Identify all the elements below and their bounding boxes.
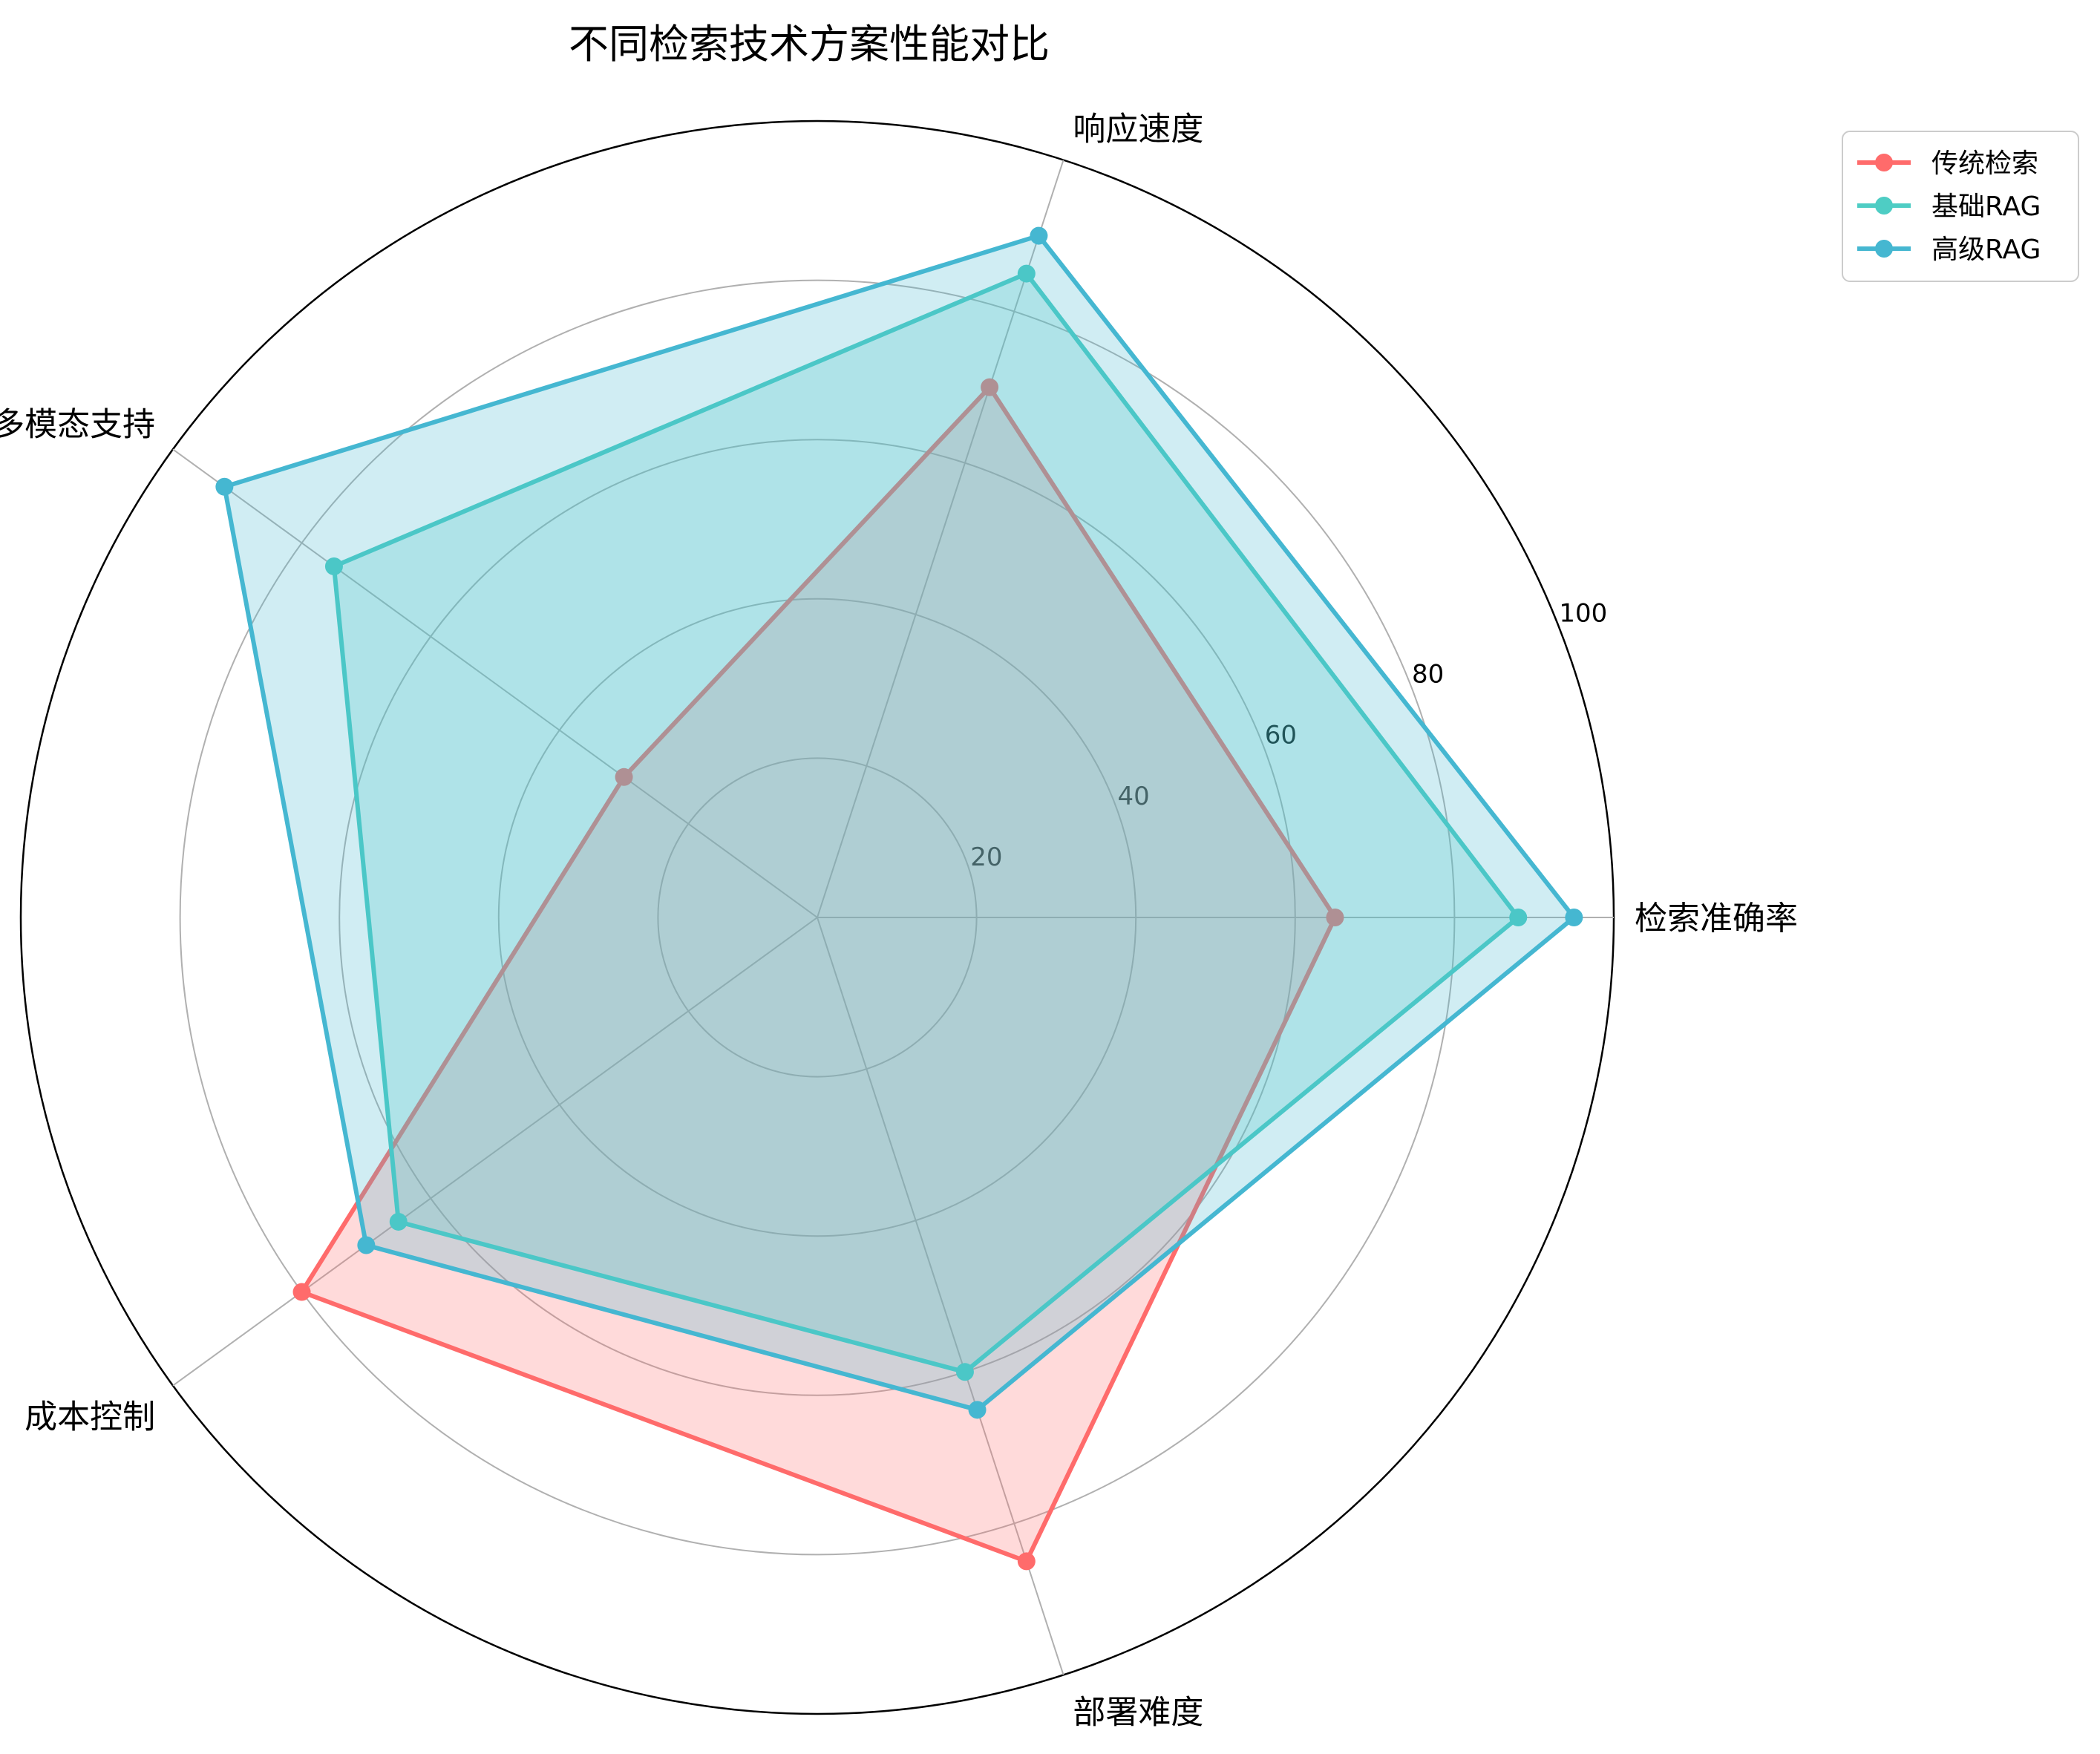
axis-label: 成本控制 xyxy=(24,1398,155,1436)
data-point xyxy=(292,1283,311,1301)
chart-title: 不同检索技术方案性能对比 xyxy=(569,21,1050,68)
legend-swatch-marker xyxy=(1875,197,1893,215)
data-point xyxy=(357,1236,376,1254)
data-point xyxy=(1017,1552,1036,1571)
data-point xyxy=(324,557,343,575)
series-area xyxy=(333,273,1519,1372)
series-0 xyxy=(292,378,1344,1571)
data-point xyxy=(1509,909,1528,926)
data-point xyxy=(615,768,633,786)
spoke-1 xyxy=(817,160,1064,918)
data-point xyxy=(1326,909,1344,926)
legend-label: 高级RAG xyxy=(1931,235,2041,265)
axis-label: 多模态支持 xyxy=(0,405,155,443)
axis-label: 响应速度 xyxy=(1073,111,1203,148)
series-1 xyxy=(324,264,1528,1381)
series-area xyxy=(224,235,1574,1410)
data-point xyxy=(1030,226,1048,245)
r-tick-label: 100 xyxy=(1559,598,1607,628)
data-point xyxy=(1017,264,1036,283)
data-point xyxy=(215,477,234,496)
legend-label: 基础RAG xyxy=(1931,192,2041,222)
r-tick-label: 40 xyxy=(1118,782,1150,811)
series-line xyxy=(222,233,1577,1413)
radial-grid: 20 40 60 80 100 xyxy=(19,120,1615,1715)
data-point xyxy=(955,1363,974,1381)
r-tick-label: 60 xyxy=(1265,721,1297,750)
legend-label: 传统检索 xyxy=(1931,148,2038,179)
axis-label: 检索准确率 xyxy=(1635,900,1798,937)
spoke-2 xyxy=(172,448,818,918)
spoke-3 xyxy=(172,917,818,1387)
series-area xyxy=(301,387,1335,1562)
r-tick-label: 20 xyxy=(970,842,1002,872)
legend-item: 高级RAG xyxy=(1857,235,2041,265)
spoke-4 xyxy=(817,917,1064,1675)
data-point xyxy=(981,378,999,396)
series-line xyxy=(331,271,1521,1375)
legend-swatch-marker xyxy=(1875,154,1893,171)
r-tick-label: 80 xyxy=(1412,660,1444,690)
legend-item: 基础RAG xyxy=(1857,192,2041,222)
data-point xyxy=(1565,909,1583,926)
series-layer xyxy=(215,226,1583,1571)
legend-swatch-marker xyxy=(1875,240,1893,258)
axis-label: 部署难度 xyxy=(1073,1693,1203,1731)
series-line xyxy=(299,384,1338,1564)
data-point xyxy=(968,1401,987,1419)
data-point xyxy=(389,1212,408,1231)
legend-item: 传统检索 xyxy=(1857,148,2038,179)
series-2 xyxy=(215,226,1583,1419)
legend-box xyxy=(1842,131,2079,282)
